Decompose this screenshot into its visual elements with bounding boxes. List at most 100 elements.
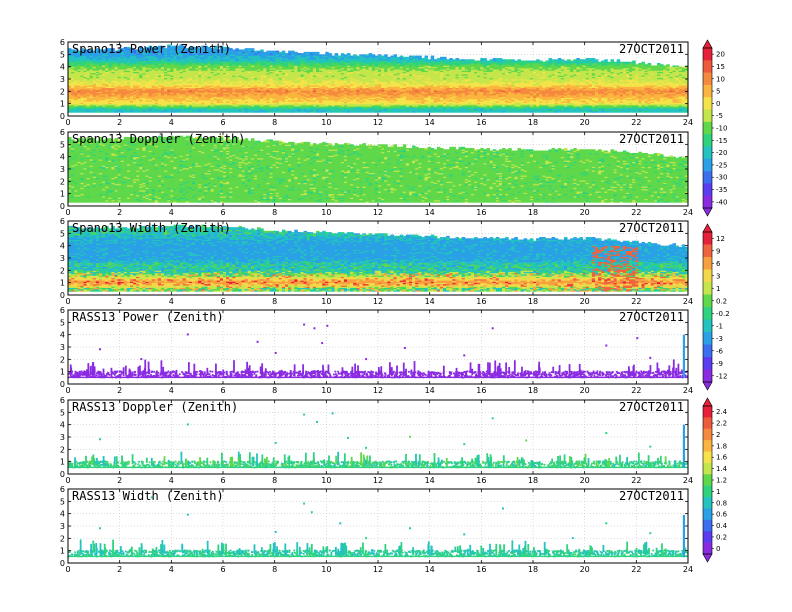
heatmap-cell <box>281 74 286 76</box>
heatmap-cell <box>269 106 273 108</box>
heatmap-cell <box>133 58 137 60</box>
heatmap-cell <box>201 56 205 59</box>
heatmap-cell <box>204 87 208 90</box>
heatmap-cell <box>117 72 122 75</box>
heatmap-cell <box>136 67 140 70</box>
heatmap-cell <box>223 97 227 100</box>
heatmap-cell <box>362 80 366 82</box>
heatmap-cell <box>142 71 146 74</box>
heatmap-cell <box>291 101 295 103</box>
heatmap-cell <box>95 97 100 100</box>
heatmap-cell <box>223 106 227 108</box>
heatmap-cell <box>99 93 103 96</box>
heatmap-cell <box>83 55 87 58</box>
heatmap-cell <box>80 103 84 106</box>
heatmap-cell <box>303 77 308 80</box>
heatmap-cell <box>269 87 273 90</box>
heatmap-cell <box>145 103 149 106</box>
heatmap-cell <box>77 80 81 82</box>
heatmap-cell <box>207 90 211 92</box>
heatmap-cell <box>250 55 255 58</box>
heatmap-cell <box>92 83 97 86</box>
heatmap-cell <box>148 69 153 71</box>
heatmap-cell <box>157 80 162 82</box>
heatmap-cell <box>192 83 196 86</box>
heatmap-cell <box>350 79 354 81</box>
heatmap-cell <box>80 65 84 68</box>
heatmap-cell <box>182 69 187 71</box>
heatmap-cell <box>179 55 184 58</box>
heatmap-cell <box>89 60 94 63</box>
heatmap-cell <box>151 66 156 69</box>
heatmap-cell <box>328 86 332 89</box>
heatmap-cell <box>154 87 159 90</box>
heatmap-cell <box>148 56 153 59</box>
heatmap-cell <box>272 80 277 82</box>
heatmap-cell <box>328 81 332 84</box>
heatmap-cell <box>216 58 221 60</box>
heatmap-cell <box>216 62 221 65</box>
heatmap-cell <box>340 108 345 111</box>
heatmap-cell <box>368 66 373 69</box>
heatmap-cell <box>300 97 304 100</box>
heatmap-cell <box>145 71 149 74</box>
heatmap-cell <box>142 98 146 101</box>
heatmap-cell <box>213 103 218 106</box>
heatmap-cell <box>281 85 286 87</box>
heatmap-cell <box>68 65 72 68</box>
heatmap-cell <box>362 79 366 81</box>
heatmap-cell <box>334 71 339 74</box>
heatmap-cell <box>176 48 180 50</box>
heatmap-cell <box>102 87 106 90</box>
heatmap-cell <box>347 60 351 63</box>
heatmap-cell <box>195 49 199 52</box>
heatmap-cell <box>241 74 246 76</box>
heatmap-cell <box>229 85 233 87</box>
heatmap-cell <box>247 67 252 70</box>
heatmap-cell <box>133 85 137 87</box>
heatmap-cell <box>105 108 109 111</box>
heatmap-cell <box>359 64 363 66</box>
heatmap-cell <box>238 86 242 89</box>
heatmap-cell <box>229 59 233 61</box>
heatmap-cell <box>95 58 100 60</box>
heatmap-cell <box>114 67 118 70</box>
heatmap-cell <box>151 50 156 53</box>
heatmap-cell <box>80 49 84 52</box>
heatmap-cell <box>80 60 84 63</box>
heatmap-cell <box>331 76 335 79</box>
heatmap-cell <box>188 95 193 97</box>
heatmap-cell <box>92 76 97 79</box>
heatmap-cell <box>145 70 149 72</box>
heatmap-cell <box>114 58 118 60</box>
heatmap-cell <box>278 54 283 56</box>
heatmap-cell <box>68 70 72 72</box>
heatmap-cell <box>204 70 208 72</box>
heatmap-cell <box>260 95 264 97</box>
heatmap-cell <box>347 70 351 72</box>
heatmap-cell <box>226 58 230 60</box>
heatmap-cell <box>241 101 246 103</box>
heatmap-cell <box>133 59 137 61</box>
heatmap-cell <box>89 72 94 75</box>
heatmap-cell <box>235 81 239 84</box>
heatmap-cell <box>365 54 370 56</box>
heatmap-cell <box>173 61 177 64</box>
heatmap-cell <box>275 102 280 105</box>
heatmap-cell <box>241 96 246 98</box>
heatmap-cell <box>111 71 115 74</box>
heatmap-cell <box>117 104 122 107</box>
heatmap-cell <box>285 103 289 106</box>
heatmap-cell <box>281 95 286 97</box>
heatmap-cell <box>179 98 184 101</box>
heatmap-cell <box>247 75 252 77</box>
heatmap-cell <box>157 99 162 102</box>
heatmap-cell <box>120 55 125 58</box>
heatmap-cell <box>241 97 246 100</box>
heatmap-cell <box>300 83 304 86</box>
heatmap-cell <box>347 80 351 82</box>
heatmap-cell <box>241 58 246 60</box>
heatmap-cell <box>195 83 199 86</box>
heatmap-cell <box>362 60 366 63</box>
heatmap-cell <box>142 56 146 59</box>
